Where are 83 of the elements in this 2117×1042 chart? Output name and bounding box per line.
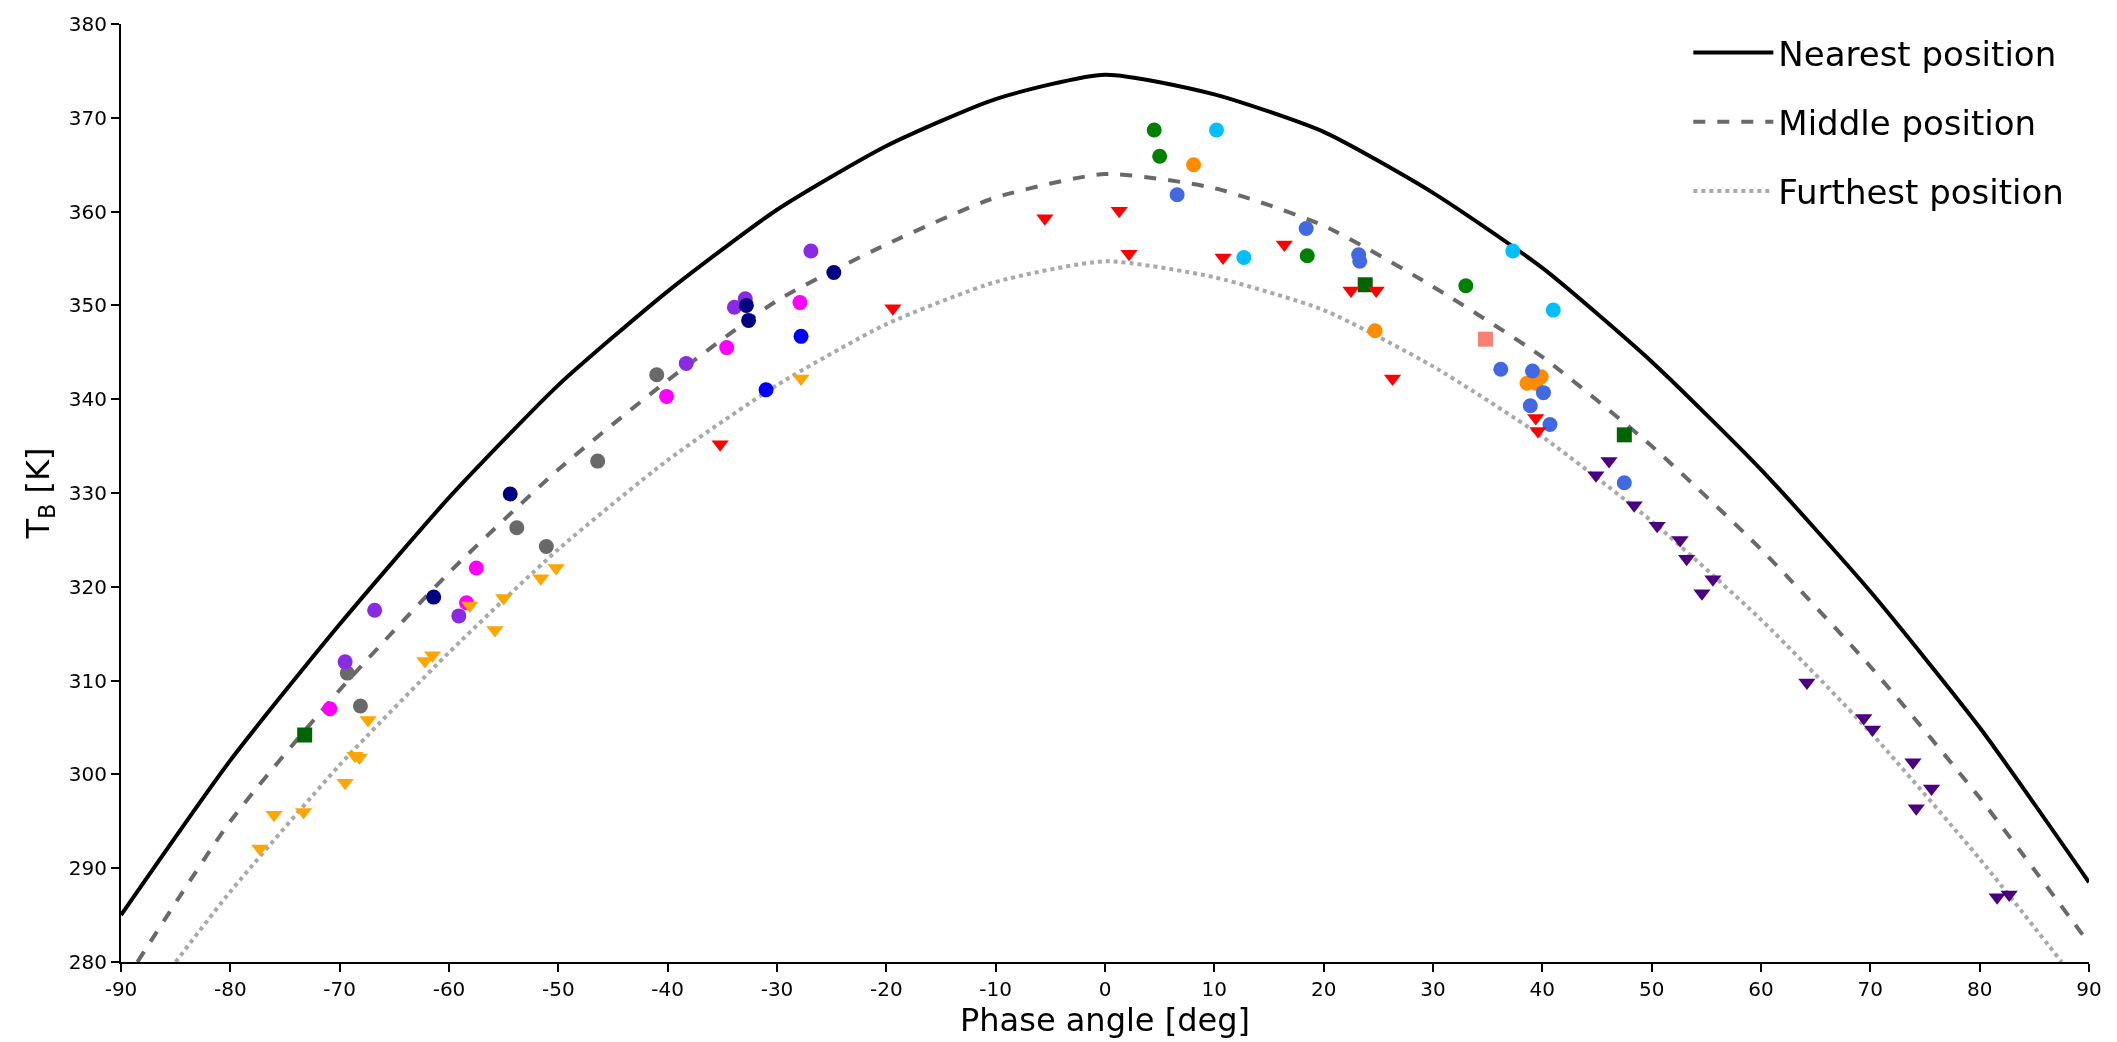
- point: [1542, 417, 1558, 433]
- point: [1477, 331, 1493, 347]
- x-tick-label: 40: [1529, 977, 1556, 1001]
- point: [1214, 253, 1232, 266]
- point: [1298, 220, 1314, 236]
- point: [509, 520, 525, 536]
- point: [1186, 157, 1202, 173]
- point: [1367, 323, 1383, 339]
- point: [826, 265, 842, 281]
- x-tick-label: -90: [104, 977, 138, 1001]
- point: [352, 698, 368, 714]
- legend-label: Middle position: [1778, 103, 2037, 144]
- point: [265, 810, 283, 823]
- point: [590, 453, 606, 469]
- point: [1110, 206, 1128, 219]
- point: [1458, 278, 1474, 294]
- point: [297, 727, 313, 743]
- x-tick-label: 60: [1748, 977, 1774, 1001]
- point: [337, 654, 353, 670]
- point: [502, 486, 518, 502]
- y-tick-label: 330: [68, 481, 107, 505]
- point: [1616, 427, 1632, 443]
- point: [468, 560, 484, 576]
- y-tick-label: 290: [68, 856, 107, 881]
- y-tick-label: 370: [68, 105, 107, 130]
- x-tick-label: 10: [1201, 977, 1228, 1001]
- point: [1522, 398, 1538, 414]
- y-tick-label: 360: [68, 199, 107, 224]
- y-tick-label: 280: [68, 950, 107, 974]
- point: [741, 312, 757, 328]
- point: [1169, 187, 1185, 203]
- point: [367, 602, 383, 618]
- point: [649, 367, 665, 383]
- point: [1357, 277, 1373, 293]
- legend-label: Furthest position: [1778, 172, 2064, 213]
- x-tick-label: -30: [760, 977, 794, 1001]
- legend-label: Nearest position: [1778, 33, 2057, 74]
- point: [1209, 122, 1225, 138]
- point: [1493, 361, 1509, 377]
- point: [792, 374, 810, 387]
- x-tick-label: 30: [1420, 977, 1446, 1001]
- x-tick-label: -60: [432, 977, 466, 1001]
- point: [792, 295, 808, 311]
- y-tick-label: 340: [68, 387, 107, 412]
- point: [461, 601, 479, 614]
- point: [1505, 243, 1521, 259]
- y-tick-label: 380: [68, 12, 107, 36]
- point: [738, 297, 754, 313]
- y-tick-label: 320: [68, 574, 107, 599]
- y-tick-label: 350: [68, 293, 107, 318]
- x-tick-label: 70: [1857, 977, 1884, 1001]
- point: [793, 328, 809, 344]
- point: [1236, 250, 1252, 266]
- point: [1525, 363, 1540, 379]
- point: [1146, 122, 1162, 138]
- point: [678, 356, 694, 372]
- x-tick-label: 0: [1098, 977, 1112, 1001]
- point: [322, 701, 338, 717]
- x-tick-label: 90: [2076, 977, 2102, 1001]
- point: [1299, 248, 1315, 264]
- x-tick-label: 80: [1966, 977, 1993, 1001]
- point: [538, 538, 554, 554]
- point: [758, 382, 774, 398]
- point: [451, 608, 467, 624]
- x-tick-label: 50: [1638, 977, 1665, 1001]
- point: [803, 243, 819, 259]
- x-tick-label: -70: [323, 977, 357, 1001]
- x-tick-label: -20: [869, 977, 903, 1001]
- y-tick-label: 300: [68, 762, 107, 787]
- x-tick-label: -10: [979, 977, 1013, 1001]
- x-axis-title: Phase angle [deg]: [960, 1001, 1250, 1039]
- point: [426, 589, 442, 605]
- point: [1152, 148, 1168, 164]
- y-tick-label: 310: [68, 668, 107, 693]
- point: [719, 340, 735, 356]
- x-tick-label: -80: [213, 977, 247, 1001]
- x-tick-label: -50: [541, 977, 575, 1001]
- point: [1535, 385, 1551, 401]
- point: [1545, 302, 1561, 318]
- x-tick-label: -40: [651, 977, 685, 1001]
- x-tick-label: 20: [1310, 977, 1337, 1001]
- point: [659, 388, 675, 404]
- point: [1616, 475, 1632, 491]
